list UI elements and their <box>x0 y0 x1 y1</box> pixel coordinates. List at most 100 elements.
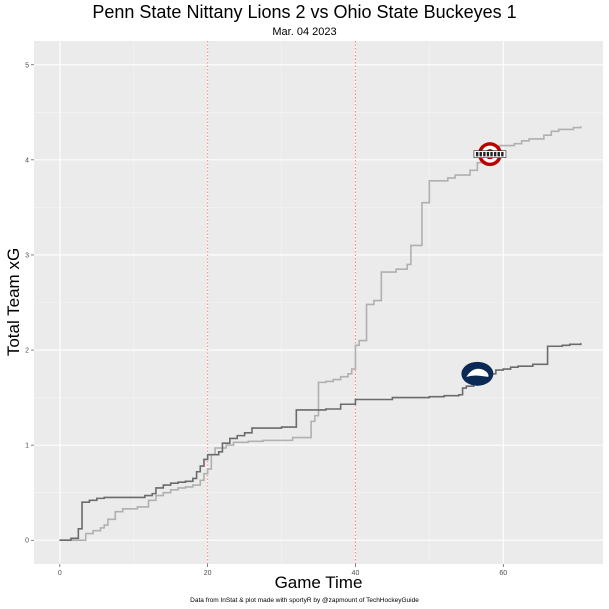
series-point-0 <box>454 174 456 176</box>
series-point-1 <box>203 458 205 460</box>
series-point-1 <box>184 480 187 482</box>
series-point-0 <box>365 303 368 306</box>
series-point-0 <box>170 489 172 491</box>
series-point-0 <box>421 202 423 204</box>
series-line-1 <box>59 343 582 542</box>
series-point-1 <box>251 427 253 429</box>
series-point-1 <box>461 387 464 389</box>
ohio-state-logo-letter <box>497 151 500 157</box>
series-point-1 <box>443 395 445 397</box>
series-point-1 <box>524 365 527 367</box>
series-point-0 <box>203 473 205 475</box>
y-tick-label: 0 <box>25 538 29 545</box>
series-point-0 <box>292 436 294 439</box>
penn-state-logo-lion <box>466 368 489 377</box>
series-point-1 <box>532 363 534 365</box>
series-point-0 <box>310 420 312 422</box>
series-point-1 <box>561 344 563 346</box>
series-point-0 <box>225 444 227 446</box>
series-point-0 <box>528 138 530 140</box>
series-point-0 <box>476 162 478 164</box>
ohio-state-logo-letter <box>483 151 486 157</box>
x-tick-label: 40 <box>352 570 360 577</box>
series-point-1 <box>59 539 61 541</box>
series-point-1 <box>391 396 393 399</box>
series-point-1 <box>236 435 238 437</box>
series-point-0 <box>513 143 515 145</box>
series-point-0 <box>114 511 116 513</box>
series-point-1 <box>218 451 220 453</box>
series-point-0 <box>214 447 216 449</box>
series-point-0 <box>314 415 316 417</box>
series-point-1 <box>340 403 342 405</box>
series-point-0 <box>232 441 235 443</box>
x-tick-label: 0 <box>58 570 62 577</box>
series-point-1 <box>428 396 430 398</box>
series-point-1 <box>144 494 146 497</box>
series-point-1 <box>244 432 246 434</box>
series-point-1 <box>155 487 157 489</box>
series-point-1 <box>569 343 571 345</box>
series-point-0 <box>107 518 109 520</box>
series-point-0 <box>498 145 501 147</box>
series-point-0 <box>354 344 357 346</box>
series-point-0 <box>192 484 194 486</box>
y-axis-label: Total Team xG <box>4 247 23 357</box>
series-point-0 <box>207 468 209 470</box>
series-point-1 <box>229 437 231 440</box>
series-point-0 <box>85 532 87 535</box>
series-point-1 <box>458 394 460 396</box>
series-point-1 <box>221 442 224 444</box>
series-point-1 <box>88 499 91 501</box>
series-point-1 <box>199 465 201 467</box>
ohio-state-logo-letter <box>490 151 493 157</box>
ohio-state-logo-wordmark <box>473 150 507 158</box>
series-point-0 <box>521 140 523 142</box>
series-point-0 <box>580 125 582 128</box>
y-tick-label: 4 <box>25 157 29 164</box>
series-point-0 <box>550 130 552 132</box>
series-point-1 <box>413 396 416 399</box>
series-point-0 <box>410 244 412 247</box>
x-tick-label: 20 <box>204 570 212 577</box>
series-point-1 <box>177 481 179 483</box>
series-point-1 <box>354 398 357 401</box>
series-point-0 <box>99 527 102 529</box>
chart-subtitle: Mar. 04 2023 <box>272 26 337 38</box>
series-point-1 <box>517 365 519 367</box>
series-point-0 <box>136 506 139 508</box>
series-point-1 <box>280 426 283 428</box>
series-point-1 <box>70 537 72 539</box>
series-point-1 <box>103 496 105 499</box>
series-point-0 <box>373 299 375 302</box>
chart-caption: Data from InStat & plot made with sporty… <box>190 597 419 604</box>
series-point-0 <box>177 487 179 489</box>
y-tick-label: 1 <box>25 443 29 450</box>
series-point-0 <box>155 494 157 497</box>
y-tick-label: 5 <box>25 62 29 69</box>
series-point-1 <box>77 528 79 530</box>
ohio-state-logo-letter <box>475 151 479 157</box>
y-tick-label: 3 <box>25 252 29 259</box>
series-point-0 <box>428 180 430 182</box>
series-point-0 <box>317 381 320 383</box>
series-point-0 <box>262 439 264 441</box>
series-point-1 <box>170 482 172 484</box>
ohio-state-logo-letter <box>501 151 504 157</box>
series-point-1 <box>133 496 135 499</box>
series-point-0 <box>380 271 382 273</box>
series-point-0 <box>447 177 449 179</box>
series-point-0 <box>358 339 360 342</box>
series-point-1 <box>151 493 153 495</box>
series-point-0 <box>347 373 349 375</box>
series-point-1 <box>162 484 164 486</box>
x-tick-label: 60 <box>499 570 507 577</box>
series-point-0 <box>469 169 471 171</box>
x-axis-label: Game Time <box>274 573 363 592</box>
series-point-1 <box>580 342 582 344</box>
series-point-1 <box>96 497 98 499</box>
series-point-0 <box>332 378 334 381</box>
series-point-1 <box>192 477 194 480</box>
